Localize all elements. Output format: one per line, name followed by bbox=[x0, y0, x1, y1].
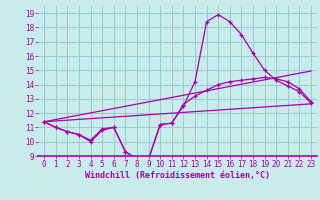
X-axis label: Windchill (Refroidissement éolien,°C): Windchill (Refroidissement éolien,°C) bbox=[85, 171, 270, 180]
